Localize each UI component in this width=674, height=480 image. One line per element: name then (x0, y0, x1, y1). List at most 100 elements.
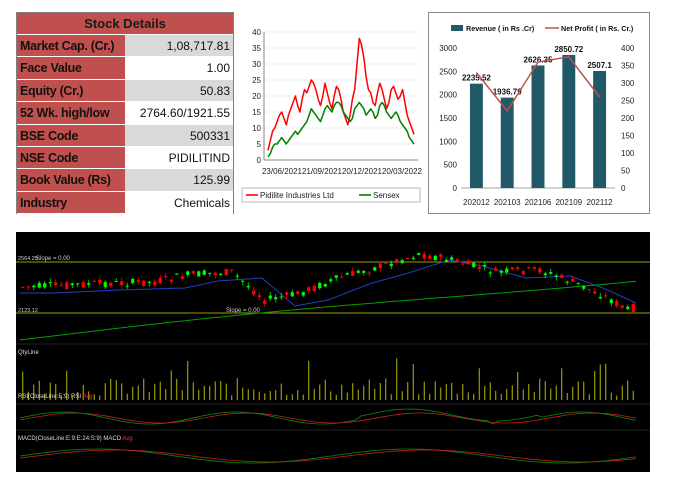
candle-body (351, 271, 355, 276)
slope-label-top: Slope = 0.00 (36, 256, 71, 262)
candle-body (521, 270, 525, 275)
candle-body (147, 281, 151, 283)
candle-body (615, 300, 619, 306)
row-label: Industry (17, 191, 125, 214)
candle-body (620, 305, 624, 308)
legend-label-pidilite: Pidilite Industries Ltd (260, 191, 334, 200)
series-line-sensex (267, 101, 415, 158)
candle-body (103, 282, 107, 288)
candle-body (158, 277, 162, 284)
candle-body (81, 282, 85, 288)
y-right-tick-label: 400 (621, 44, 635, 53)
row-value: 500331 (125, 124, 233, 146)
candle-body (494, 268, 498, 271)
financials-chart: 0 500 1000 1500 2000 2500 3000 0 50 100 150 200 250 3… (428, 12, 650, 214)
candle-body (340, 276, 344, 278)
candle-body (362, 270, 366, 273)
y-left-tick-label: 2000 (439, 91, 457, 100)
candle-body (296, 291, 300, 295)
candle-body (604, 295, 608, 297)
candle-body (505, 268, 509, 273)
candle-body (213, 272, 217, 276)
rsi-panel-label: RSI(CloseLine:E:9) RSI Avg (18, 394, 93, 400)
row-label: BSE Code (17, 124, 125, 146)
candle-body (202, 270, 206, 275)
stock-details-title: Stock Details (17, 13, 233, 35)
candle-body (208, 272, 212, 274)
legend-label-net-profit: Net Profit ( in Rs. Cr.) (561, 24, 634, 33)
y-tick-label: 35 (252, 44, 261, 53)
candle-body (98, 280, 102, 283)
candle-body (120, 281, 124, 286)
table-row: 52 Wk. high/low 2764.60/1921.55 (17, 102, 233, 125)
candle-body (92, 280, 96, 282)
candle-body (532, 267, 536, 269)
x-tick-label: 202106 (525, 198, 552, 207)
price-comparison-svg: 0 5 10 15 20 25 30 35 40 23/06/2021 21/09/2021 20/1… (241, 28, 423, 203)
candle-body (219, 273, 223, 275)
candle-body (554, 275, 558, 277)
candle-body (153, 281, 157, 285)
slope-label-bottom: Slope = 0.00 (226, 308, 261, 314)
candle-body (472, 262, 476, 267)
candle-body (549, 272, 553, 274)
candle-body (230, 269, 234, 271)
candle-body (422, 254, 426, 259)
candle-body (136, 280, 140, 282)
candle-body (175, 273, 179, 275)
candle-body (384, 262, 388, 264)
candle-body (477, 266, 481, 269)
table-row: NSE Code PIDILITIND (17, 146, 233, 170)
candle-body (543, 273, 547, 276)
legend-label-revenue: Revenue ( in Rs .Cr) (466, 24, 535, 33)
candle-body (43, 283, 47, 288)
candle-body (323, 283, 327, 287)
candle-body (180, 276, 184, 279)
y-left-tick-label: 2500 (439, 67, 457, 76)
candle-body (301, 291, 305, 296)
candle-body (433, 255, 437, 261)
candle-body (367, 272, 371, 274)
row-label: Equity (Cr.) (17, 79, 125, 102)
candle-body (411, 257, 415, 259)
candle-body (268, 295, 272, 299)
candle-body (186, 271, 190, 275)
x-tick-label: 202103 (494, 198, 521, 207)
x-tick-label: 20/03/2022 (382, 167, 423, 176)
moving-average-fast (20, 259, 637, 307)
candle-body (428, 255, 432, 259)
candle-body (263, 300, 267, 304)
candle-body (87, 283, 91, 285)
table-row: Market Cap. (Cr.) 1,08,717.81 (17, 35, 233, 58)
candle-body (142, 280, 146, 286)
candle-body (274, 297, 278, 300)
revenue-bar (531, 65, 545, 188)
y-tick-label: 20 (252, 92, 261, 101)
macd-panel-label: MACD(CloseLine:E:9:E:24:S:9) MACD Avg (18, 436, 133, 442)
y-tick-label: 15 (252, 108, 261, 117)
row-value: 1,08,717.81 (125, 35, 233, 57)
y-right-tick-label: 50 (621, 167, 630, 176)
candle-body (252, 290, 256, 295)
candle-body (510, 267, 514, 270)
y-tick-label: 30 (252, 60, 261, 69)
candle-body (70, 283, 74, 286)
level-label-top: 2564.25 (18, 256, 38, 262)
legend-box (241, 187, 421, 203)
bar-data-label: 2507.1 (587, 61, 612, 70)
table-row: BSE Code 500331 (17, 124, 233, 147)
candle-body (439, 254, 443, 257)
candle-body (246, 285, 250, 288)
stock-details-table: Stock Details Market Cap. (Cr.) 1,08,717… (16, 12, 234, 215)
candle-body (560, 274, 564, 278)
revenue-bar (469, 83, 483, 188)
candle-body (197, 271, 201, 277)
y-tick-label: 10 (252, 124, 261, 133)
table-row: Face Value 1.00 (17, 57, 233, 80)
candle-body (65, 282, 69, 289)
candle-body (527, 267, 531, 269)
bar-data-label: 2235.52 (462, 74, 491, 83)
candle-body (626, 306, 630, 310)
row-value: 50.83 (125, 79, 233, 102)
